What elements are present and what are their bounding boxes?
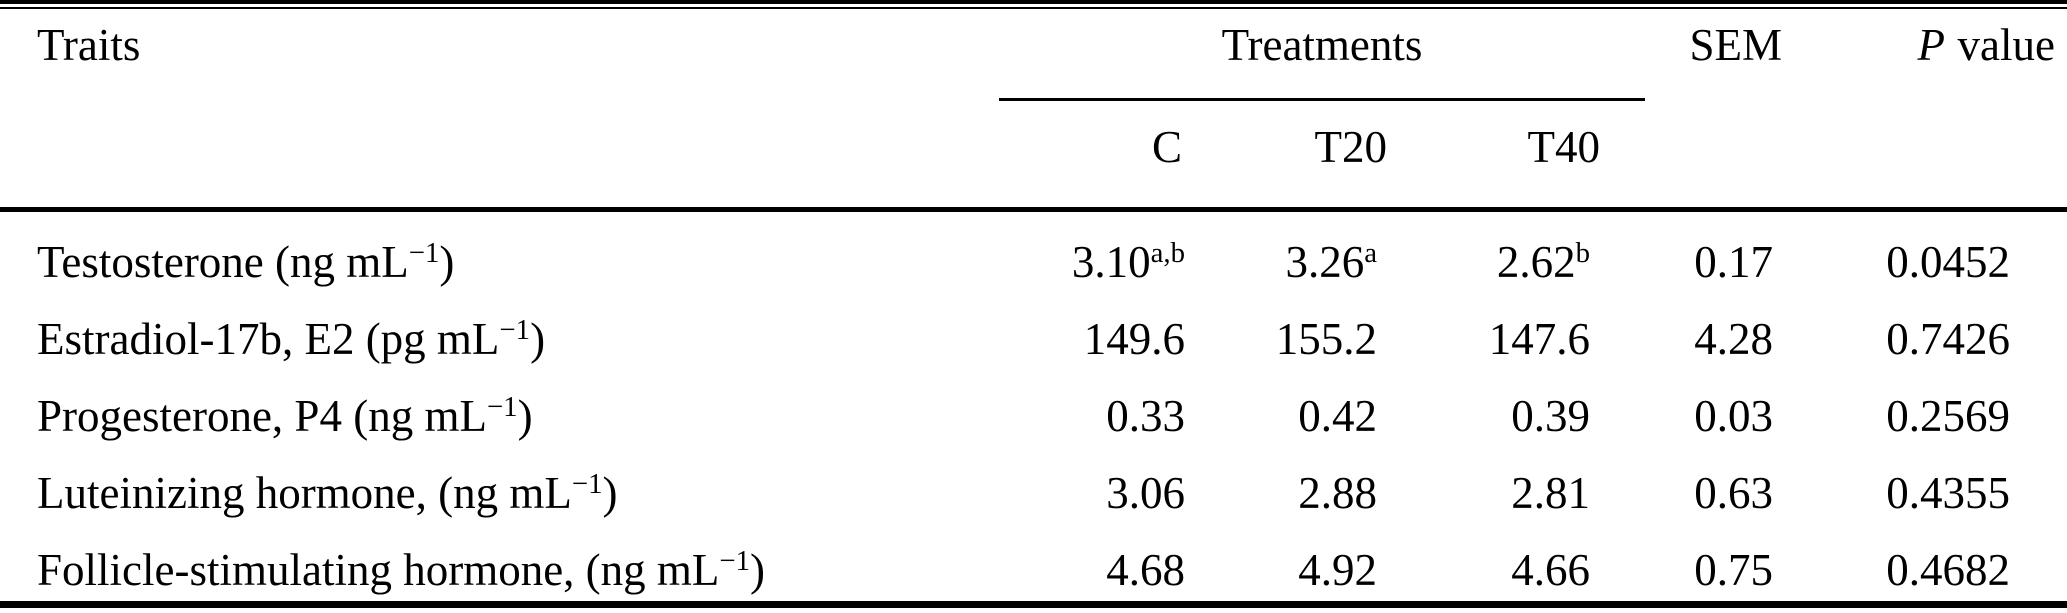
value-text: 155.2 <box>1275 314 1377 364</box>
value-text: 4.92 <box>1298 545 1377 595</box>
trait-text: Luteinizing hormone, (ng mL <box>37 468 572 518</box>
subcolumn-header-t40: T40 <box>1527 122 1601 172</box>
unit-exponent: −1 <box>571 468 603 501</box>
value-sem-cell: 0.63 <box>1694 468 1773 518</box>
unit-exponent: −1 <box>408 237 440 270</box>
value-text: 0.42 <box>1298 391 1377 441</box>
value-t40-cell: 2.81 <box>1389 455 1602 532</box>
value-c-cell: 4.68 <box>962 532 1197 609</box>
table-row-testosterone: Testosterone (ng mL−1) 3.10a,b 3.26a 2.6… <box>0 224 2067 301</box>
trait-text: Follicle-stimulating hormone, (ng mL <box>37 545 720 595</box>
unit-exponent: −1 <box>486 391 518 424</box>
treatments-group-underline <box>999 98 1645 101</box>
column-header-sem: SEM <box>1689 20 1782 70</box>
value-c-cell: 3.06 <box>962 455 1197 532</box>
p-italic-label: P <box>1917 20 1945 70</box>
table-row-estradiol: Estradiol-17b, E2 (pg mL−1) 149.6 155.2 … <box>0 301 2067 378</box>
value-p-cell: 0.4355 <box>1886 468 2010 518</box>
table-row-luteinizing-hormone: Luteinizing hormone, (ng mL−1) 3.06 2.88… <box>0 455 2067 532</box>
value-text: 2.81 <box>1511 468 1590 518</box>
trait-close-paren: ) <box>439 237 455 287</box>
column-header-traits: Traits <box>37 20 141 70</box>
unit-exponent: −1 <box>719 545 751 578</box>
subcolumn-header-t20: T20 <box>1314 122 1388 172</box>
value-t20-cell: 155.2 <box>1197 301 1389 378</box>
value-text: 3.26 <box>1285 237 1365 287</box>
subcolumn-header-c: C <box>1151 122 1182 172</box>
significance-superscript: a <box>1364 237 1377 270</box>
trait-cell: Progesterone, P4 (ng mL−1) <box>0 378 962 455</box>
value-sem-cell: 0.03 <box>1694 391 1773 441</box>
value-sem-cell: 4.28 <box>1694 314 1773 364</box>
trait-close-paren: ) <box>517 391 533 441</box>
value-t40-cell: 2.62b <box>1389 224 1602 301</box>
value-text: 0.33 <box>1106 391 1185 441</box>
header-body-divider-rule <box>0 207 2067 212</box>
value-t40-cell: 0.39 <box>1389 378 1602 455</box>
trait-close-paren: ) <box>530 314 546 364</box>
value-text: 4.66 <box>1511 545 1590 595</box>
value-c-cell: 3.10a,b <box>962 224 1197 301</box>
value-p-cell: 0.7426 <box>1886 314 2010 364</box>
column-group-header-treatments: Treatments <box>1221 20 1423 70</box>
value-text: 2.88 <box>1298 468 1377 518</box>
value-t20-cell: 4.92 <box>1197 532 1389 609</box>
trait-cell: Luteinizing hormone, (ng mL−1) <box>0 455 962 532</box>
trait-close-paren: ) <box>750 545 766 595</box>
value-text: 4.68 <box>1106 545 1185 595</box>
value-c-cell: 149.6 <box>962 301 1197 378</box>
top-rule-thin <box>0 7 2067 9</box>
value-t40-cell: 4.66 <box>1389 532 1602 609</box>
value-text: 147.6 <box>1488 314 1590 364</box>
trait-text: Estradiol-17b, E2 (pg mL <box>37 314 500 364</box>
trait-cell: Follicle-stimulating hormone, (ng mL−1) <box>0 532 962 609</box>
unit-exponent: −1 <box>499 314 531 347</box>
value-text: 0.39 <box>1511 391 1590 441</box>
value-c-cell: 0.33 <box>962 378 1197 455</box>
trait-cell: Testosterone (ng mL−1) <box>0 224 962 301</box>
trait-close-paren: ) <box>602 468 618 518</box>
bottom-rule <box>0 601 2067 608</box>
value-p-cell: 0.0452 <box>1886 237 2010 287</box>
value-t20-cell: 0.42 <box>1197 378 1389 455</box>
trait-text: Testosterone (ng mL <box>37 237 409 287</box>
value-sem-cell: 0.75 <box>1694 545 1773 595</box>
value-sem-cell: 0.17 <box>1694 237 1773 287</box>
trait-text: Progesterone, P4 (ng mL <box>37 391 487 441</box>
value-t40-cell: 147.6 <box>1389 301 1602 378</box>
p-value-label: value <box>1957 20 2055 70</box>
significance-superscript: a,b <box>1150 237 1185 270</box>
significance-superscript: b <box>1575 237 1590 270</box>
table-row-follicle-stimulating-hormone: Follicle-stimulating hormone, (ng mL−1) … <box>0 532 2067 609</box>
value-text: 3.10 <box>1071 237 1151 287</box>
value-t20-cell: 3.26a <box>1197 224 1389 301</box>
value-text: 2.62 <box>1496 237 1576 287</box>
value-text: 149.6 <box>1083 314 1185 364</box>
table-row-progesterone: Progesterone, P4 (ng mL−1) 0.33 0.42 0.3… <box>0 378 2067 455</box>
value-t20-cell: 2.88 <box>1197 455 1389 532</box>
value-p-cell: 0.4682 <box>1886 545 2010 595</box>
value-text: 3.06 <box>1106 468 1185 518</box>
trait-cell: Estradiol-17b, E2 (pg mL−1) <box>0 301 962 378</box>
value-p-cell: 0.2569 <box>1886 391 2010 441</box>
top-rule-thick <box>0 0 2067 4</box>
table-body: Testosterone (ng mL−1) 3.10a,b 3.26a 2.6… <box>0 224 2067 609</box>
